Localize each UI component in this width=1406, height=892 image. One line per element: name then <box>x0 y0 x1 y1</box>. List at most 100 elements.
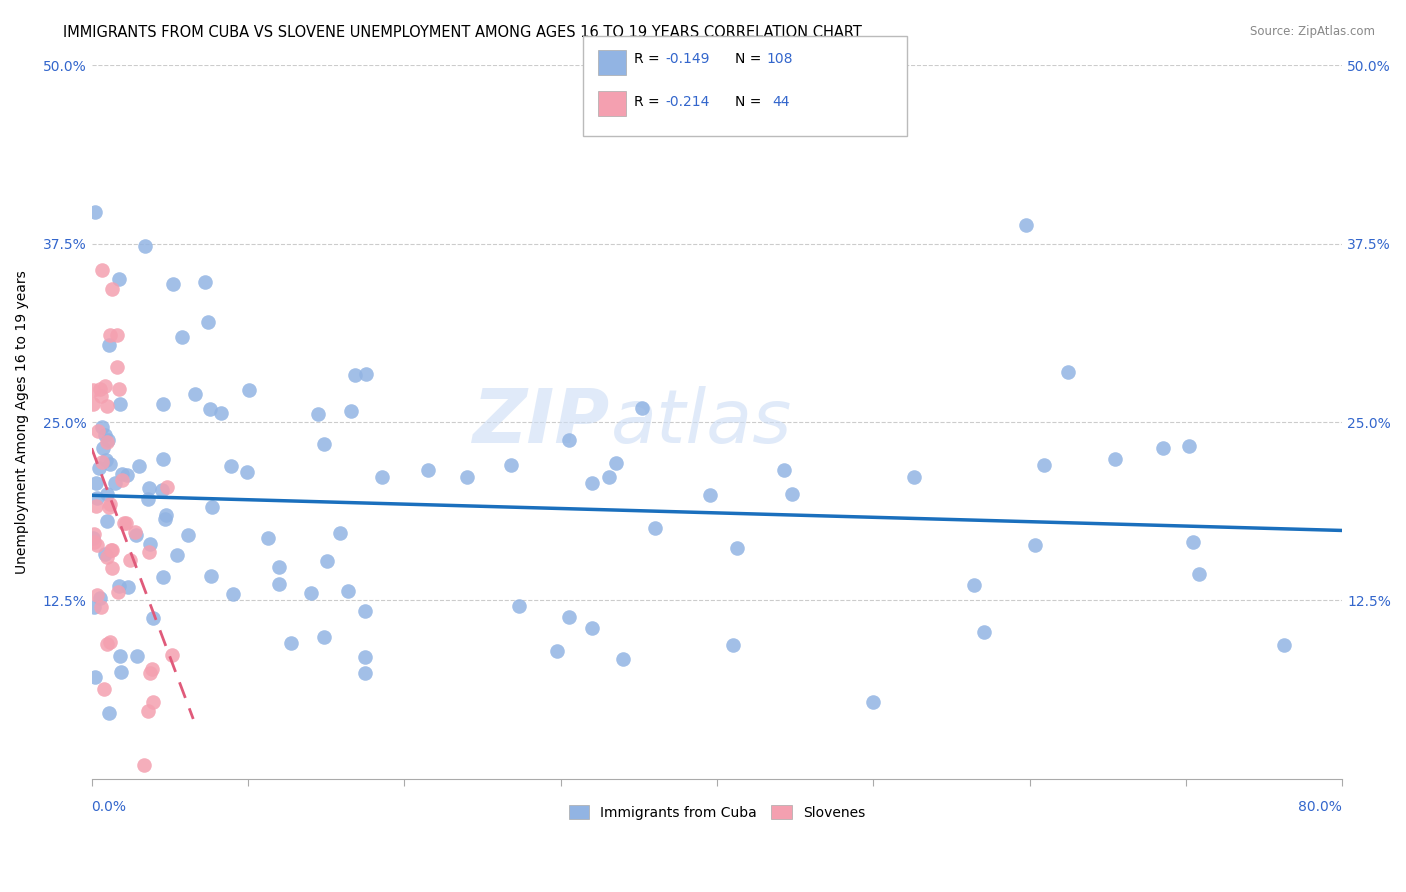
Point <box>558 609 581 624</box>
Point <box>598 470 620 484</box>
Point <box>183 386 205 401</box>
Point <box>340 404 363 418</box>
Point <box>84 475 107 490</box>
Text: Source: ZipAtlas.com: Source: ZipAtlas.com <box>1250 25 1375 38</box>
Point <box>125 648 148 663</box>
Text: 108: 108 <box>766 52 793 66</box>
Point <box>201 500 224 515</box>
Point <box>108 397 131 411</box>
Point <box>98 706 121 721</box>
Point <box>177 528 200 542</box>
Text: IMMIGRANTS FROM CUBA VS SLOVENE UNEMPLOYMENT AMONG AGES 16 TO 19 YEARS CORRELATI: IMMIGRANTS FROM CUBA VS SLOVENE UNEMPLOY… <box>63 25 862 40</box>
Text: 44: 44 <box>772 95 789 109</box>
Point <box>96 514 118 528</box>
Point <box>100 542 122 557</box>
Point <box>125 527 148 541</box>
Point <box>329 525 352 540</box>
Text: -0.214: -0.214 <box>665 95 710 109</box>
Point <box>219 458 242 473</box>
Text: ZIP: ZIP <box>474 385 610 458</box>
Point <box>96 486 118 500</box>
Point <box>371 470 394 484</box>
Y-axis label: Unemployment Among Ages 16 to 19 years: Unemployment Among Ages 16 to 19 years <box>15 270 30 574</box>
Point <box>93 681 115 696</box>
Point <box>160 648 183 662</box>
Point <box>97 338 120 352</box>
Point <box>94 378 117 392</box>
Point <box>721 638 744 652</box>
Point <box>96 434 118 449</box>
Point <box>162 277 184 291</box>
Point <box>136 705 159 719</box>
Point <box>1274 638 1296 652</box>
Point <box>112 516 135 531</box>
Point <box>138 481 160 495</box>
Point <box>1181 535 1204 549</box>
Point <box>1032 458 1054 473</box>
Point <box>86 424 108 438</box>
Point <box>139 537 162 551</box>
Point <box>83 527 105 541</box>
Point <box>631 401 654 416</box>
Point <box>269 559 291 574</box>
Point <box>152 452 174 467</box>
Point <box>97 500 120 515</box>
Point <box>89 382 111 396</box>
Point <box>90 600 112 615</box>
Point <box>134 238 156 252</box>
Point <box>94 428 117 442</box>
Point <box>142 695 165 709</box>
Text: atlas: atlas <box>610 386 792 458</box>
Point <box>107 585 129 599</box>
Point <box>108 382 131 396</box>
Point <box>117 468 139 483</box>
Point <box>973 625 995 640</box>
Point <box>773 463 796 477</box>
Point <box>236 465 259 479</box>
Point <box>105 360 128 375</box>
Point <box>87 460 110 475</box>
Point <box>499 458 522 473</box>
Point <box>267 576 290 591</box>
Point <box>581 475 603 490</box>
Point <box>1015 219 1038 233</box>
Point <box>256 531 278 545</box>
Point <box>238 383 260 397</box>
Point <box>96 452 118 467</box>
Point <box>307 408 329 422</box>
Point <box>141 662 163 676</box>
Point <box>136 491 159 506</box>
Point <box>98 498 121 512</box>
Point <box>83 535 105 549</box>
Point <box>98 327 121 342</box>
Point <box>107 579 129 593</box>
Point <box>222 586 245 600</box>
Point <box>90 420 112 434</box>
Point <box>152 397 174 411</box>
Point <box>418 463 440 477</box>
Point <box>115 516 138 530</box>
Text: R =: R = <box>634 95 664 109</box>
Point <box>316 554 339 568</box>
Point <box>89 591 111 605</box>
Point <box>312 631 335 645</box>
Point <box>1024 538 1046 552</box>
Legend: Immigrants from Cuba, Slovenes: Immigrants from Cuba, Slovenes <box>562 799 870 825</box>
Point <box>98 634 121 648</box>
Point <box>155 508 177 523</box>
Point <box>98 458 121 472</box>
Point <box>132 757 155 772</box>
Point <box>200 401 222 416</box>
Point <box>93 441 115 455</box>
Point <box>104 476 127 491</box>
Point <box>83 599 105 614</box>
Text: 0.0%: 0.0% <box>91 800 127 814</box>
Point <box>86 491 108 505</box>
Text: R =: R = <box>634 52 664 66</box>
Point <box>138 666 160 681</box>
Point <box>557 433 579 447</box>
Point <box>97 433 120 447</box>
Point <box>605 456 627 470</box>
Point <box>96 550 118 565</box>
Point <box>354 367 377 381</box>
